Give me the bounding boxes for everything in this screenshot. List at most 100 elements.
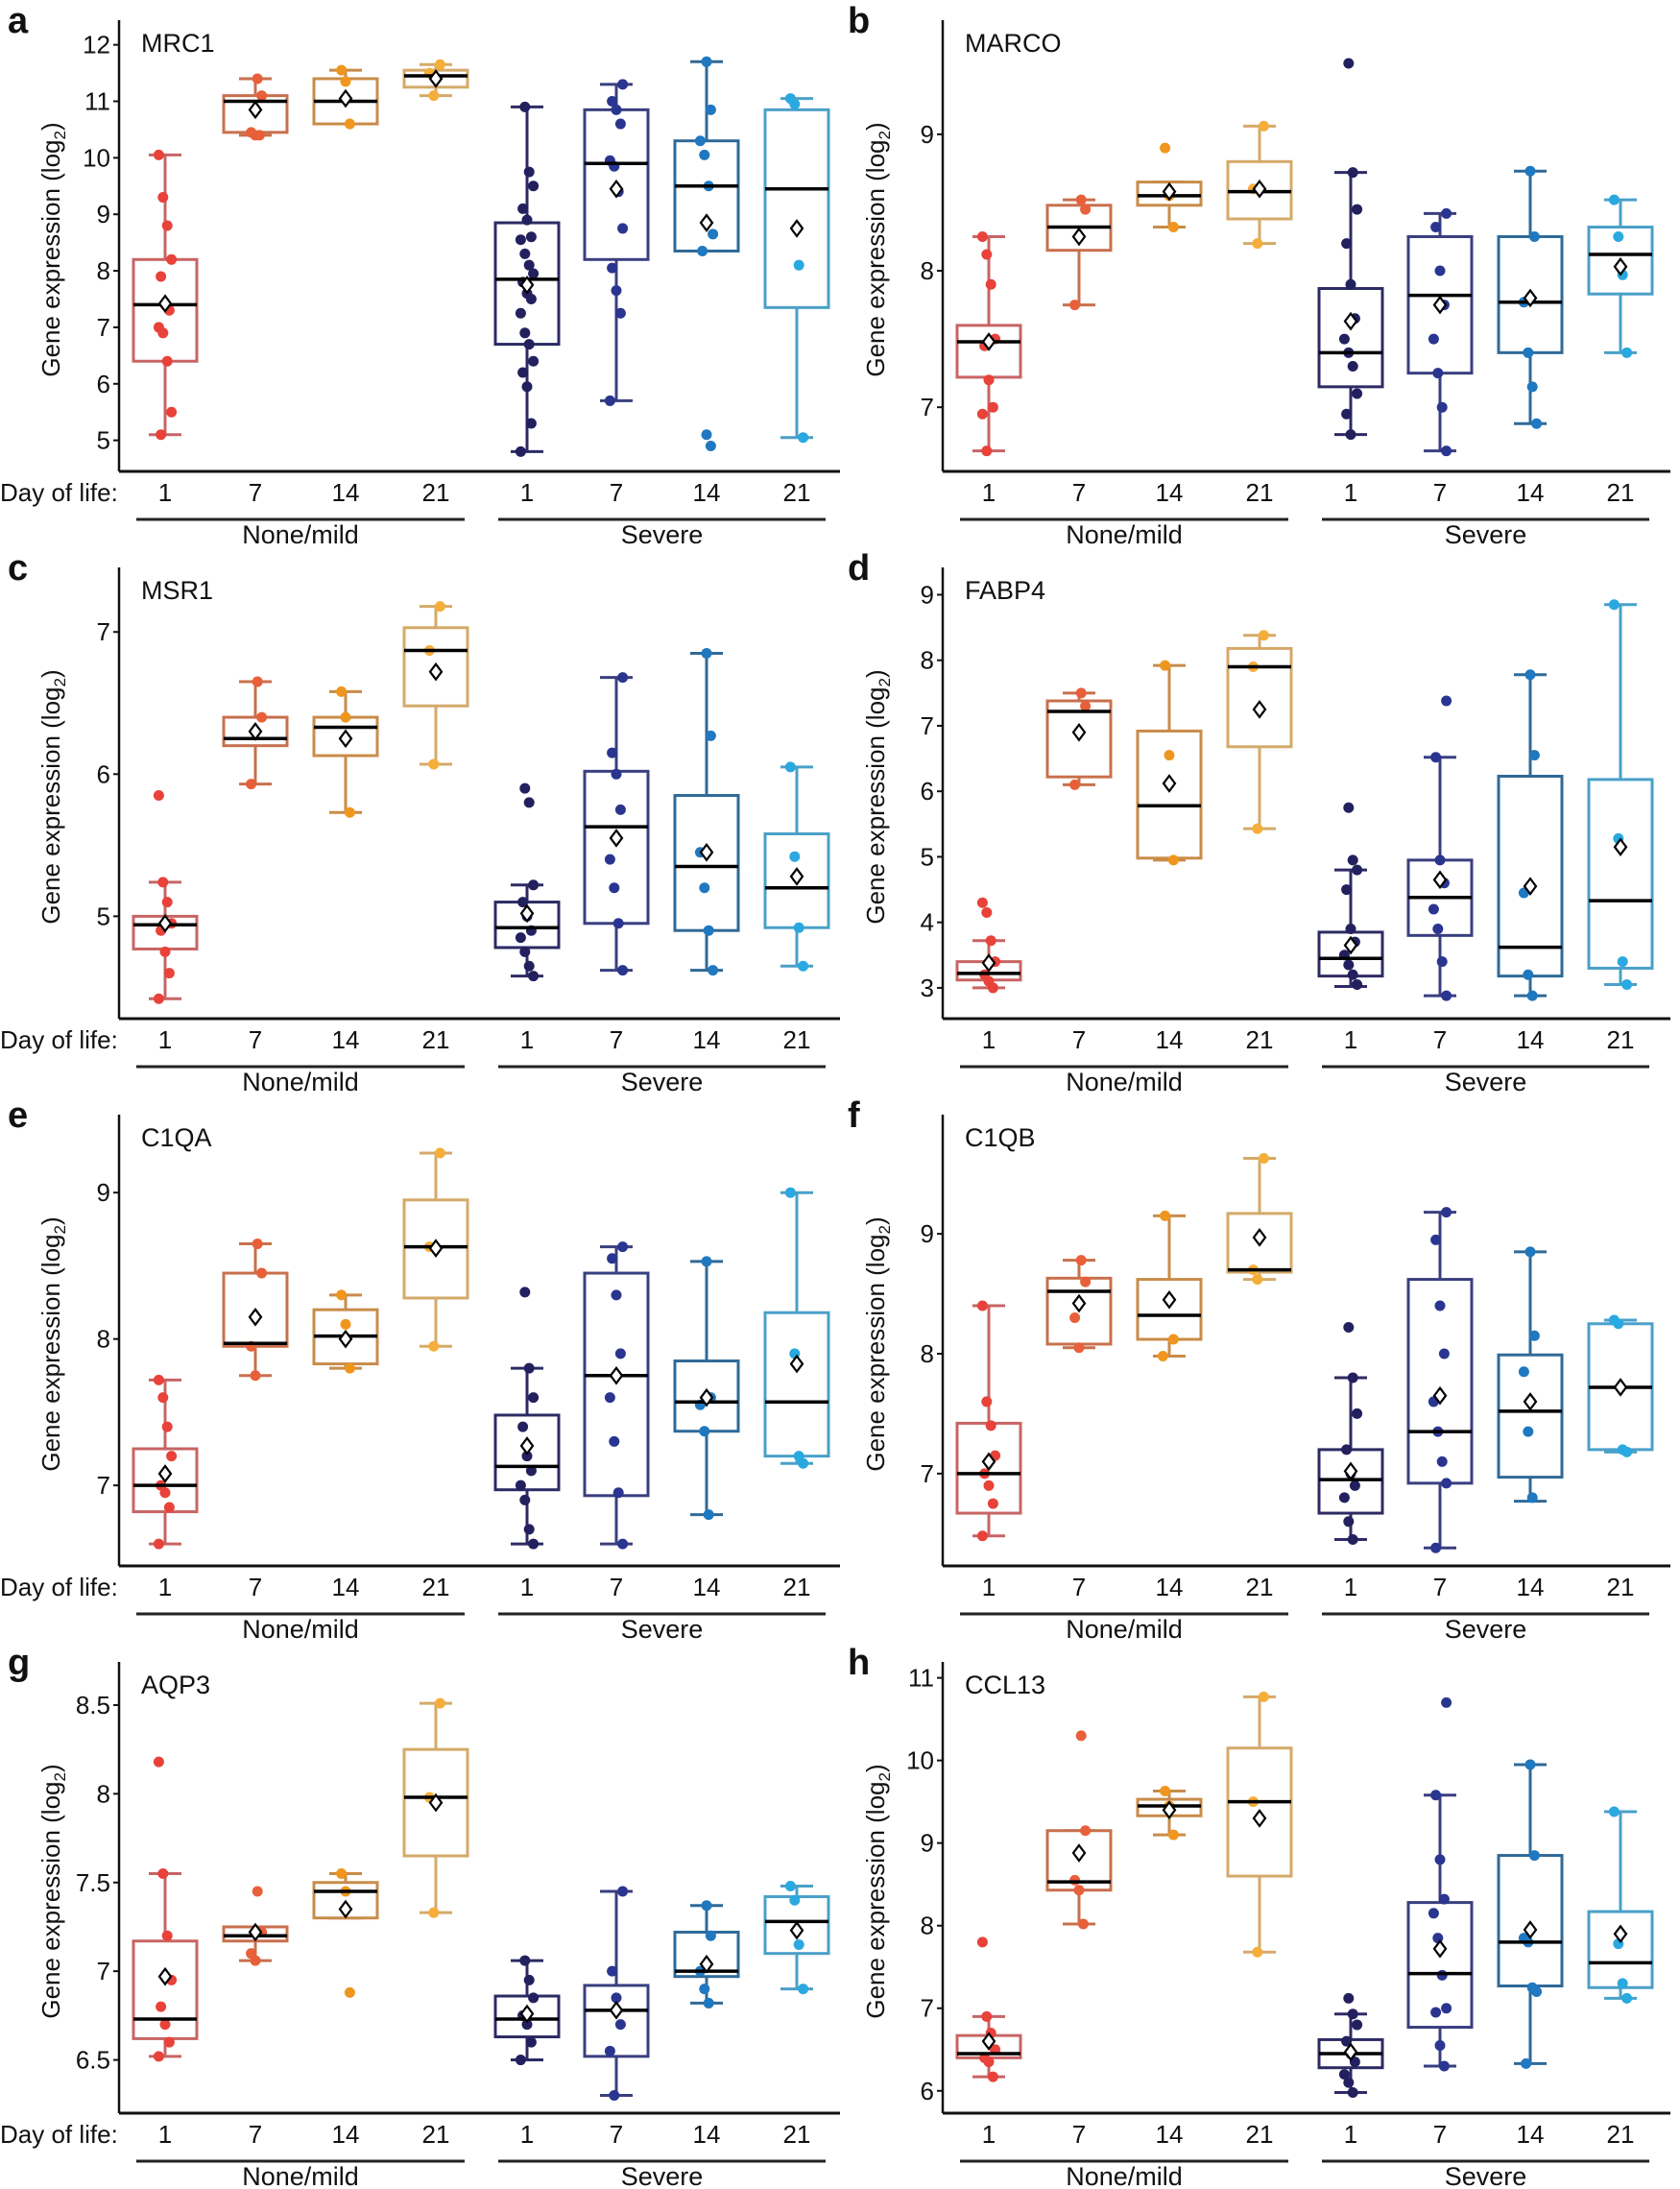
data-point	[701, 647, 712, 659]
data-point	[987, 982, 998, 994]
mean-diamond	[519, 903, 535, 924]
data-point	[1352, 388, 1363, 399]
mean-diamond	[338, 729, 353, 749]
group-label: Severe	[621, 2162, 704, 2189]
data-point	[1343, 802, 1355, 813]
data-point	[976, 408, 988, 420]
data-point	[1441, 990, 1452, 1001]
box-severe-day-14	[1497, 669, 1564, 1001]
mean-diamond	[699, 842, 714, 862]
data-point	[252, 1239, 263, 1250]
data-point	[1347, 2086, 1358, 2098]
data-point	[1347, 854, 1358, 866]
data-point	[1436, 1455, 1448, 1467]
data-point	[344, 118, 355, 130]
mean-diamond	[1343, 935, 1358, 955]
gene-title: MRC1	[141, 29, 215, 58]
data-point	[1441, 207, 1452, 219]
data-point	[523, 1362, 535, 1374]
data-point	[1341, 2035, 1353, 2047]
mean-diamond	[1343, 1461, 1358, 1481]
mean-diamond	[1613, 1924, 1628, 1944]
group-label: None/mild	[242, 520, 359, 547]
day-label: 21	[422, 1025, 450, 1054]
data-point	[344, 806, 355, 818]
group-label: Severe	[621, 1068, 704, 1094]
data-point	[523, 259, 535, 271]
data-point	[515, 2055, 526, 2066]
data-point	[784, 761, 796, 773]
day-label: 7	[1433, 478, 1447, 507]
data-point	[1430, 1790, 1442, 1801]
box-none-mild-day-1	[132, 149, 199, 441]
data-point	[1430, 752, 1442, 763]
group-label: Severe	[1445, 2162, 1527, 2189]
iqr-box	[1587, 778, 1654, 970]
data-point	[519, 946, 531, 957]
box-severe-day-7	[1406, 1696, 1474, 2072]
data-point	[253, 130, 265, 141]
data-point	[1341, 1444, 1353, 1455]
data-point	[983, 1479, 995, 1491]
y-tick-label: 8	[97, 1325, 110, 1354]
mean-diamond	[1162, 774, 1177, 793]
day-label: 7	[1433, 1025, 1447, 1054]
data-point	[705, 104, 716, 115]
mean-diamond	[428, 1792, 444, 1813]
y-axis-title: Gene expression (log2)	[36, 1216, 69, 1471]
boxplot-c1qb: f C1QB 7 8 9 Gene expression (log2) 1 7 14 21 1 7 14…	[848, 1095, 1670, 1642]
panel-letter: c	[8, 548, 28, 589]
y-axis-title: Gene expression (log2)	[36, 122, 69, 376]
data-point	[701, 1900, 712, 1912]
y-axis-title: Gene expression (log2)	[861, 669, 894, 924]
y-tick-label: 7	[921, 393, 934, 421]
panel-letter: g	[8, 1643, 30, 1683]
y-tick-label: 9	[97, 200, 110, 229]
box-none-mild-day-14	[1136, 142, 1203, 233]
y-tick-label: 8	[97, 1779, 110, 1808]
gene-title: C1QB	[965, 1123, 1036, 1152]
iqr-box	[1136, 1278, 1203, 1341]
box-severe-day-21	[763, 93, 830, 444]
data-point	[166, 406, 178, 418]
box-none-mild-day-7	[222, 1239, 289, 1382]
data-point	[1434, 1854, 1446, 1865]
mean-diamond	[1252, 1809, 1267, 1828]
data-point	[163, 2036, 175, 2048]
data-point	[617, 223, 629, 234]
y-axis-title: Gene expression (log2)	[36, 1764, 69, 2018]
day-label: 7	[249, 1573, 262, 1601]
box-none-mild-day-7	[222, 73, 289, 141]
data-point	[983, 374, 995, 386]
iqr-box	[763, 108, 830, 309]
box-none-mild-day-14	[312, 64, 379, 130]
group-label: Severe	[1445, 1068, 1527, 1094]
data-point	[161, 1421, 173, 1432]
mean-diamond	[609, 1365, 624, 1385]
panel-h: h CCL13 6 7 8 9 10 11 Gene expression (log2) 1 7 14…	[840, 1642, 1680, 2189]
data-point	[609, 1435, 620, 1447]
data-point	[521, 1451, 533, 1462]
data-point	[1436, 401, 1448, 413]
mean-diamond	[1432, 295, 1448, 315]
data-point	[336, 686, 348, 697]
box-none-mild-day-7	[222, 676, 289, 790]
day-label: 1	[520, 1573, 534, 1601]
data-point	[604, 395, 615, 406]
group-label: None/mild	[1066, 2162, 1183, 2189]
data-point	[1608, 599, 1620, 611]
data-point	[1518, 1366, 1529, 1378]
group-label: None/mild	[242, 2162, 359, 2189]
day-label: 7	[1072, 2120, 1086, 2149]
day-label: 1	[982, 1573, 996, 1601]
data-point	[607, 1253, 618, 1264]
data-point	[528, 1392, 540, 1404]
data-point	[252, 676, 263, 687]
mean-diamond	[338, 88, 353, 108]
panel-f: f C1QB 7 8 9 Gene expression (log2) 1 7 14 21 1 7 14…	[840, 1094, 1680, 1642]
data-point	[789, 851, 801, 862]
day-label: 21	[783, 1573, 811, 1601]
data-point	[1352, 979, 1363, 991]
data-point	[1080, 700, 1092, 711]
data-point	[1349, 1479, 1360, 1491]
